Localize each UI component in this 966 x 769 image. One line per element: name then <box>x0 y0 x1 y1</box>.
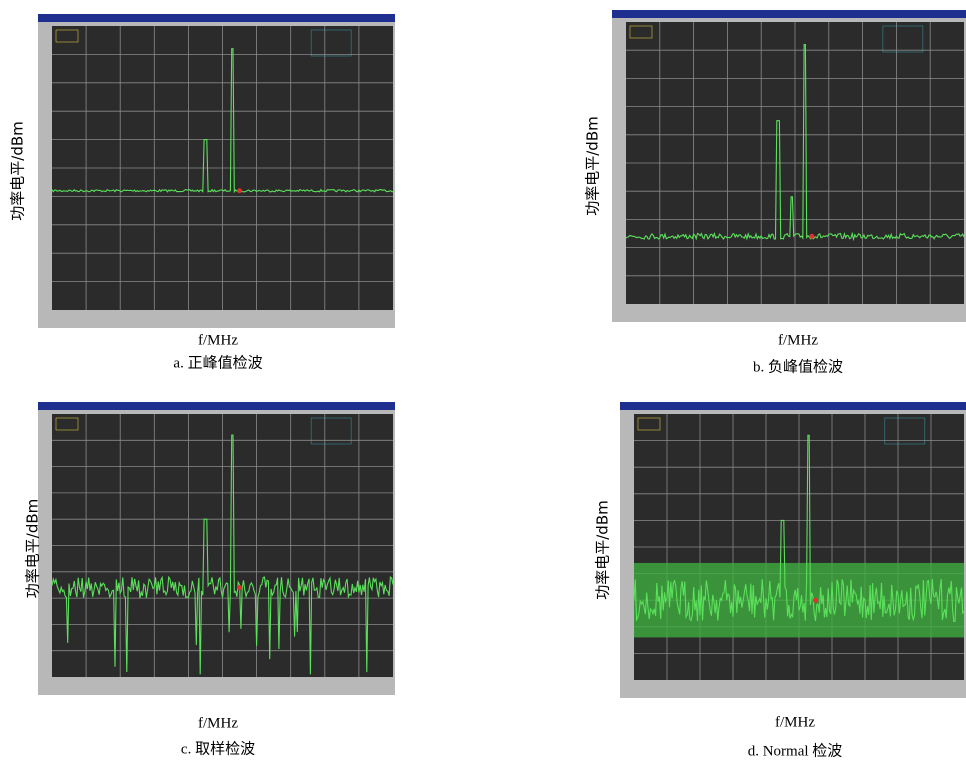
y-axis-label: 功率电平/dBm <box>584 116 602 215</box>
marker <box>809 234 814 239</box>
caption: c. 取样检波 <box>181 740 255 757</box>
y-axis-label: 功率电平/dBm <box>594 500 612 599</box>
caption: b. 负峰值检波 <box>753 358 843 375</box>
screen-header <box>38 14 395 22</box>
x-axis-label: f/MHz <box>778 332 818 348</box>
screen-header <box>612 10 966 18</box>
x-axis-label: f/MHz <box>198 332 238 348</box>
x-axis-label: f/MHz <box>198 715 238 731</box>
noise-band <box>634 563 964 637</box>
panel: 功率电平/dBm f/MHz c. 取样检波 <box>24 402 396 757</box>
caption: a. 正峰值检波 <box>173 354 262 371</box>
screen-header <box>620 402 966 410</box>
y-axis-label: 功率电平/dBm <box>24 499 42 598</box>
x-axis-label: f/MHz <box>775 714 815 730</box>
screen-header <box>38 402 395 410</box>
marker <box>237 585 242 590</box>
caption: d. Normal 检波 <box>748 742 843 759</box>
y-axis-label: 功率电平/dBm <box>9 121 27 220</box>
figure: 功率电平/dBmf/MHza. 正峰值检波功率电平/dBmf/MHzb. 负峰值… <box>0 0 966 769</box>
panel: 功率电平/dBm f/MHz b. 负峰值检波 <box>584 10 966 375</box>
panel: 功率电平/dBm f/MHz d. Normal 检波 <box>594 402 966 759</box>
panel: 功率电平/dBm f/MHz a. 正峰值检波 <box>9 14 396 371</box>
marker <box>813 598 818 603</box>
marker <box>237 188 242 193</box>
